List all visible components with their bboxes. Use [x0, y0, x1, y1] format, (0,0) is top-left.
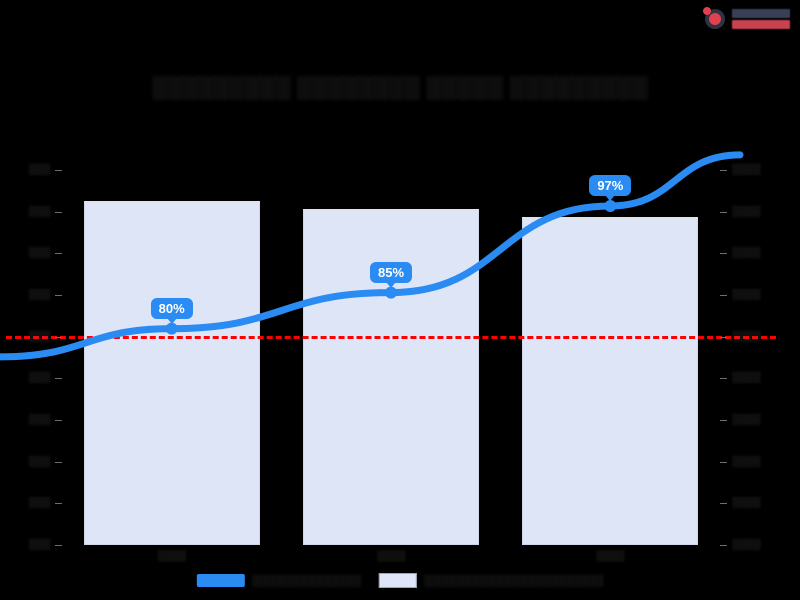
target-reference-line: [6, 335, 776, 339]
left-axis-tick: [55, 503, 62, 505]
right-axis-label: ░░░░: [732, 331, 761, 343]
bar-1[interactable]: [83, 201, 260, 545]
right-axis-label: ░░░░: [732, 289, 761, 301]
right-axis-tick: [720, 420, 727, 421]
left-axis-tick: [55, 253, 62, 255]
bar-2[interactable]: [303, 209, 479, 545]
logo-wordmark-line2: [732, 20, 790, 29]
legend-label-line: ░░░░░░░░░░░░░░: [251, 574, 361, 587]
right-axis-tick: [720, 461, 727, 463]
left-axis-label: ░░░: [28, 372, 50, 384]
logo-wordmark-line1: [732, 9, 790, 18]
right-axis-tick: [720, 295, 727, 296]
left-axis-tick: [55, 378, 62, 380]
data-label-2: 85%: [369, 261, 413, 288]
right-axis-tick: [720, 503, 727, 505]
left-axis-label: ░░░: [28, 289, 50, 301]
right-axis-label: ░░░░: [732, 164, 761, 176]
right-axis-label: ░░░░: [732, 539, 761, 551]
right-axis-label: ░░░░: [732, 372, 761, 384]
right-axis-label: ░░░░: [732, 247, 761, 259]
logo-emblem-icon: [702, 6, 728, 32]
left-axis-tick: [55, 211, 62, 213]
right-axis-tick: [720, 545, 727, 546]
legend-item-bar[interactable]: ░░░░░░░░░░░░░░░░░░░░░░░: [378, 573, 604, 588]
left-axis-tick: [55, 170, 62, 171]
left-axis-label: ░░░: [28, 247, 50, 259]
category-label-3: ░░░░: [596, 551, 625, 562]
category-label-2: ░░░░: [376, 551, 406, 562]
left-axis-tick: [55, 420, 62, 421]
logo-wordmark: [732, 9, 790, 29]
right-axis-tick: [720, 253, 727, 255]
right-axis-label: ░░░░: [732, 414, 761, 426]
left-axis-label: ░░░: [28, 539, 50, 551]
left-axis-tick: [55, 336, 62, 338]
left-axis-tick: [55, 545, 62, 546]
plot-area: 80% 85% 97% ░░░ ░░░ ░░░ ░░░ ░░░ ░░░ ░░░ ░░░ ░░░ ░░░…: [0, 151, 776, 562]
right-axis-tick: [720, 211, 727, 213]
legend-label-bar: ░░░░░░░░░░░░░░░░░░░░░░░: [423, 574, 604, 587]
left-axis-label: ░░░: [28, 414, 50, 426]
left-axis-label: ░░░: [28, 456, 50, 468]
left-axis-label: ░░░: [28, 331, 50, 343]
category-label-1: ░░░░: [157, 551, 186, 562]
left-axis-label: ░░░: [28, 164, 50, 176]
right-axis-label: ░░░░: [732, 456, 761, 468]
left-axis-label: ░░░: [28, 497, 50, 509]
left-axis-label: ░░░: [28, 206, 50, 218]
bar-3[interactable]: [522, 216, 699, 545]
data-label-1: 80%: [150, 297, 193, 324]
right-axis-tick: [720, 336, 727, 338]
left-axis-tick: [55, 461, 62, 463]
line-point-3[interactable]: [604, 200, 617, 213]
right-axis-tick: [720, 170, 727, 171]
brand-logo: [702, 4, 794, 34]
data-label-3: 97%: [589, 175, 632, 202]
legend-swatch-bar-icon: [378, 573, 417, 588]
right-axis-label: ░░░░: [732, 206, 761, 218]
legend-swatch-line-icon: [196, 574, 245, 587]
right-axis-label: ░░░░: [732, 497, 761, 509]
chart-title: ░░░░░░░░░ ░░░░░░░░ ░░░░░ ░░░░░░░░░: [152, 76, 648, 99]
legend-item-line[interactable]: ░░░░░░░░░░░░░░: [196, 574, 361, 587]
left-axis-tick: [55, 295, 62, 296]
chart-legend: ░░░░░░░░░░░░░░ ░░░░░░░░░░░░░░░░░░░░░░░: [191, 569, 609, 592]
right-axis-tick: [720, 378, 727, 380]
